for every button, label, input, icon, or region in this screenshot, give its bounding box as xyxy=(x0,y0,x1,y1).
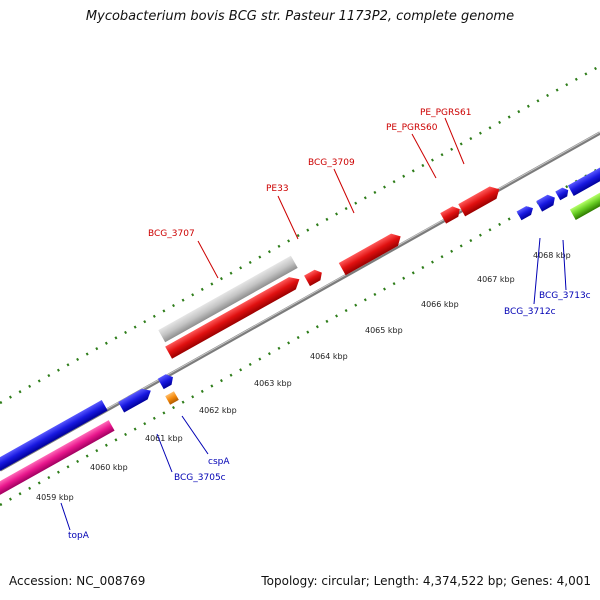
gene-blue-d xyxy=(536,194,555,212)
tick-track-outer xyxy=(0,64,600,405)
gene-label-pepgrs61: PE_PGRS61 xyxy=(420,108,471,118)
kbp-tick-label: 4061 kbp xyxy=(145,434,183,443)
gene-label-cspa: cspA xyxy=(208,457,230,467)
gene-label-bcg3713c: BCG_3713c xyxy=(539,291,591,301)
gene-blue-b xyxy=(157,374,173,390)
kbp-tick-label: 4066 kbp xyxy=(421,300,459,309)
gene-bcg3707-arrow xyxy=(165,277,300,359)
gene-bcg3709-arrow xyxy=(338,233,401,276)
top-gene-labels: BCG_3707 PE33 BCG_3709 PE_PGRS60 PE_PGRS… xyxy=(148,108,471,279)
tick-track-inner xyxy=(0,166,600,507)
kbp-tick-label: 4060 kbp xyxy=(90,463,128,472)
feature-pink-long xyxy=(0,420,115,504)
feature-green xyxy=(569,185,600,220)
kbp-tick-labels: 4059 kbp 4060 kbp 4061 kbp 4062 kbp 4063… xyxy=(36,251,571,502)
gene-pepgrs60-arrow xyxy=(440,206,460,224)
kbp-tick-label: 4068 kbp xyxy=(533,251,571,260)
gene-label-bcg3705c: BCG_3705c xyxy=(174,473,226,483)
gene-blue-c xyxy=(516,206,533,221)
feature-blue-long xyxy=(0,400,108,480)
gene-label-bcg3712c: BCG_3712c xyxy=(504,307,556,317)
gene-label-topa: topA xyxy=(68,531,90,541)
gene-label-pe33: PE33 xyxy=(266,184,289,194)
topology-summary: Topology: circular; Length: 4,374,522 bp… xyxy=(261,574,591,588)
kbp-tick-label: 4062 kbp xyxy=(199,406,237,415)
feature-orange xyxy=(165,391,179,405)
kbp-tick-label: 4065 kbp xyxy=(365,326,403,335)
gene-blue-a xyxy=(118,388,151,413)
kbp-tick-label: 4064 kbp xyxy=(310,352,348,361)
kbp-tick-label: 4063 kbp xyxy=(254,379,292,388)
map-title: Mycobacterium bovis BCG str. Pasteur 117… xyxy=(85,9,515,24)
accession-text: Accession: NC_008769 xyxy=(9,574,146,588)
gene-blue-e xyxy=(555,187,569,201)
kbp-tick-label: 4067 kbp xyxy=(477,275,515,284)
bottom-gene-labels: topA BCG_3705c cspA BCG_3712c BCG_3713c xyxy=(60,237,591,541)
gene-label-pepgrs60: PE_PGRS60 xyxy=(386,123,438,133)
gene-pe33-arrow xyxy=(304,269,322,287)
kbp-tick-label: 4059 kbp xyxy=(36,493,74,502)
gene-pepgrs61-arrow xyxy=(458,186,500,217)
gene-label-bcg3709: BCG_3709 xyxy=(308,158,355,168)
gene-blue-f xyxy=(567,160,600,196)
pseudo-gray-bar xyxy=(158,255,298,343)
gene-label-bcg3707: BCG_3707 xyxy=(148,229,195,239)
